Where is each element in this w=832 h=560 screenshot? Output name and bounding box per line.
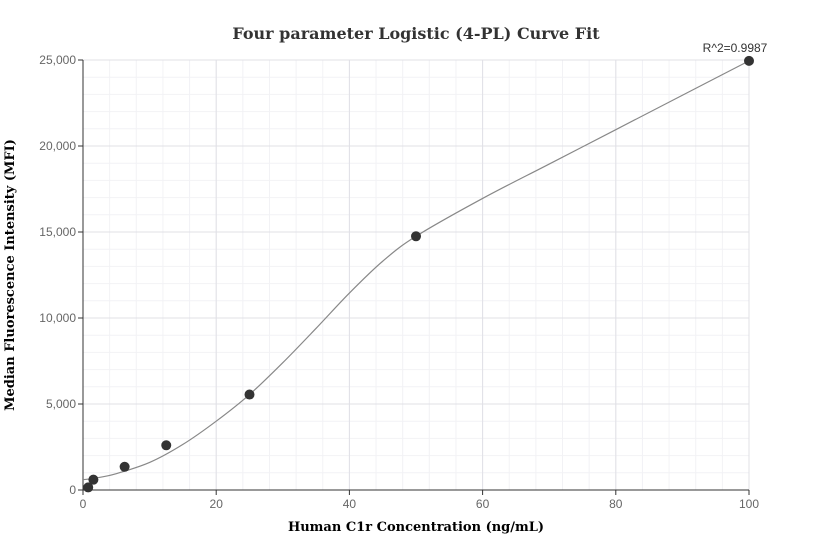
x-ticks: 0 20 40 60 80 100 (80, 490, 759, 511)
y-tick-label: 10,000 (39, 311, 76, 325)
data-point (411, 231, 421, 242)
data-point (119, 461, 130, 472)
x-tick-label: 100 (739, 497, 759, 511)
x-tick-label: 0 (80, 497, 87, 511)
x-tick-label: 60 (476, 497, 490, 511)
data-point (744, 55, 754, 66)
y-axis-label: Median Fluorescence Intensity (MFI) (3, 139, 18, 411)
data-point (161, 440, 172, 451)
data-points (83, 55, 754, 493)
minor-grid (82, 59, 750, 491)
y-tick-label: 25,000 (39, 53, 76, 67)
y-tick-label: 15,000 (39, 225, 76, 239)
x-tick-label: 40 (343, 497, 357, 511)
fit-curve (82, 60, 750, 481)
r-squared-annotation: R^2=0.9987 (703, 41, 768, 55)
y-tick-label: 5,000 (46, 397, 76, 411)
major-grid (82, 59, 750, 491)
y-tick-label: 20,000 (39, 139, 76, 153)
x-tick-label: 20 (210, 497, 224, 511)
x-axis-label: Human C1r Concentration (ng/mL) (288, 520, 544, 535)
y-ticks: 0 5,000 10,000 15,000 20,000 25,000 (39, 53, 83, 497)
x-tick-label: 80 (609, 497, 623, 511)
data-point (244, 389, 255, 400)
data-point (83, 482, 94, 493)
data-point (88, 474, 99, 485)
chart-title: Four parameter Logistic (4-PL) Curve Fit (232, 24, 600, 43)
y-tick-label: 0 (69, 483, 76, 497)
